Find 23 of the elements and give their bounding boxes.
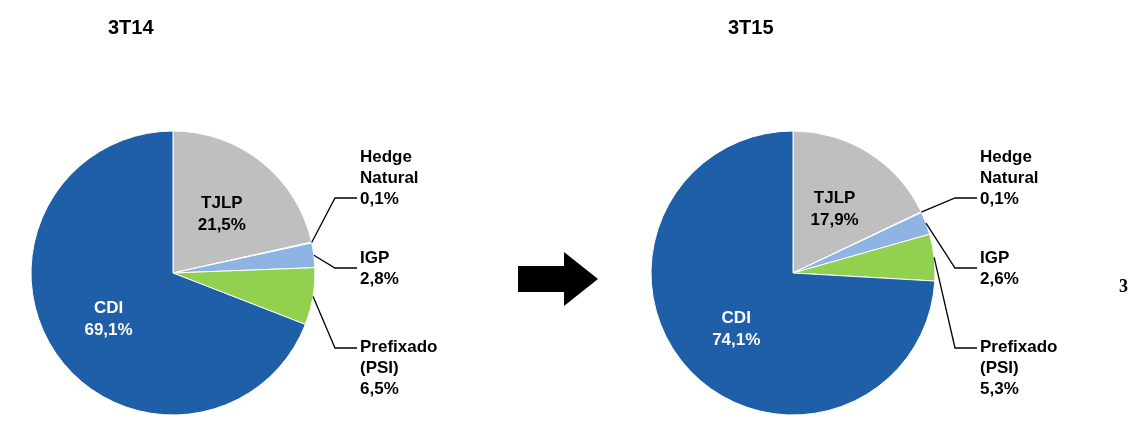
data-label: 17,9% [810,209,859,229]
data-label: 6,5% [360,379,399,398]
slice-label: CDI [93,298,124,318]
slice-label: Hedge Natural [980,147,1039,187]
data-label: 2,8% [360,268,399,288]
slice-label: TJLP [201,193,243,213]
data-label: 74,1% [712,329,761,349]
slice-label: TJLP [813,187,856,207]
chart-title: 3T15 [728,16,774,39]
slice-label: Prefixado (PSI) [360,337,438,377]
data-label: 2,6% [980,268,1019,288]
slice-label: Prefixado (PSI) [980,337,1058,377]
slice-label: CDI [721,307,751,327]
slice-label: IGP [980,247,1010,267]
data-label: 0,1% [360,189,399,208]
slice-label: Hedge Natural [360,147,419,187]
data-label: 69,1% [84,320,133,340]
data-label: 0,1% [980,189,1019,208]
data-label: 21,5% [197,215,246,235]
slice-label: IGP [360,247,390,267]
data-label: 5,3% [980,379,1019,398]
chart-title: 3T14 [108,16,154,39]
text: 3 [1119,276,1128,297]
